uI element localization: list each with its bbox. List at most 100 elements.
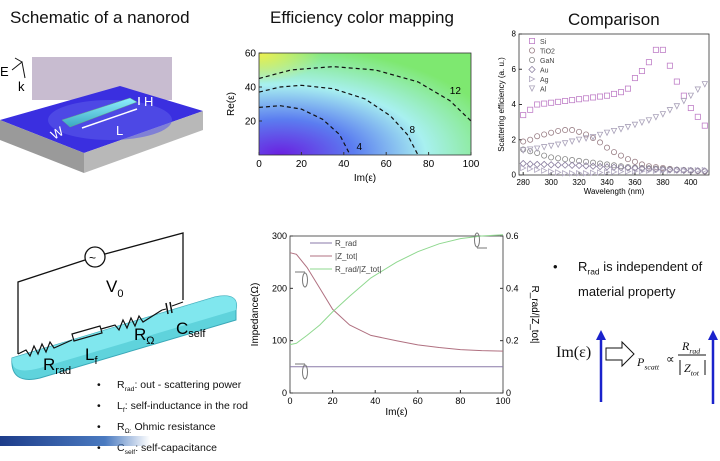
- data-point: [562, 169, 569, 177]
- data-point: [519, 147, 527, 154]
- data-point: [673, 78, 680, 85]
- x-tick-label: 380: [656, 178, 670, 187]
- series-line: [289, 234, 504, 346]
- data-point: [527, 165, 534, 173]
- data-point: [610, 127, 618, 135]
- data-point: [666, 167, 674, 174]
- heatmap-corner: [259, 53, 471, 155]
- data-point: [645, 117, 653, 124]
- x-tick-label: 80: [455, 396, 465, 406]
- data-point: [547, 161, 555, 169]
- data-point: [603, 129, 611, 137]
- label-Lf: Lf: [85, 345, 98, 367]
- legend-label: Si: [540, 39, 547, 46]
- data-point: [638, 119, 646, 126]
- mapping-title: Efficiency color mapping: [270, 8, 454, 27]
- axis-indicator-icon: [302, 272, 308, 288]
- x-tick-label: 60: [381, 159, 393, 170]
- x-tick-label: 0: [287, 396, 292, 406]
- x-tick-label: 100: [495, 396, 510, 406]
- data-point: [659, 111, 667, 118]
- x-tick-label: 40: [338, 159, 350, 170]
- data-point: [617, 126, 625, 133]
- data-point: [555, 155, 562, 162]
- data-point: [638, 167, 646, 175]
- x-tick-label: 0: [256, 159, 262, 170]
- data-point: [561, 140, 569, 147]
- y-tick-label: 100: [272, 336, 287, 346]
- data-point: [568, 161, 576, 169]
- formula-numerator: Rrad: [682, 339, 701, 356]
- x-tick-label: 80: [423, 159, 435, 170]
- data-point: [555, 127, 562, 134]
- data-point: [624, 156, 631, 163]
- legend-label: |Z_tot|: [335, 252, 357, 261]
- y-tick-label: 4: [512, 100, 517, 109]
- legend-item: Lf: self-inductance in the rod: [95, 398, 248, 419]
- legend-label: R_rad/|Z_tot|: [335, 265, 381, 274]
- data-point: [583, 95, 590, 102]
- label-Romega: RΩ: [134, 325, 155, 347]
- data-point: [617, 168, 625, 175]
- data-point: [533, 145, 541, 153]
- data-point: [529, 57, 536, 64]
- data-point: [582, 135, 590, 142]
- length-arrow: [81, 108, 138, 129]
- x-tick-label: 360: [628, 178, 642, 187]
- data-point: [527, 136, 534, 143]
- data-point: [624, 164, 632, 172]
- data-point: [680, 92, 687, 99]
- data-point: [645, 163, 652, 170]
- data-point: [701, 122, 708, 129]
- data-point: [604, 144, 611, 151]
- data-point: [540, 144, 548, 151]
- contour-line: [258, 65, 472, 122]
- data-point: [645, 59, 652, 66]
- x-tick-label: 20: [296, 159, 308, 170]
- data-point: [604, 168, 611, 176]
- x-tick-label: 280: [517, 178, 531, 187]
- nanorod-schematic: H L W E k: [0, 57, 203, 173]
- legend-item: Rrad: out - scattering power: [95, 377, 248, 398]
- data-point: [562, 97, 569, 104]
- data-point: [666, 107, 674, 114]
- data-point: [554, 141, 562, 149]
- y2-tick-label: 0: [506, 388, 511, 398]
- y-tick-label: 6: [512, 65, 517, 74]
- contour-line: [258, 105, 351, 156]
- data-point: [548, 129, 555, 136]
- circuit-legend: Rrad: out - scattering power Lf: self-in…: [95, 377, 248, 461]
- data-point: [562, 127, 569, 134]
- legend-label: Al: [540, 87, 547, 94]
- data-point: [631, 164, 639, 172]
- data-point: [638, 164, 646, 173]
- data-point: [528, 85, 536, 92]
- label-E: E: [0, 64, 9, 79]
- data-point: [652, 46, 659, 53]
- data-point: [576, 128, 583, 135]
- contour-label: 4: [357, 142, 363, 153]
- data-point: [617, 89, 624, 96]
- contour-label: 8: [410, 125, 416, 136]
- data-point: [631, 121, 639, 129]
- data-point: [554, 161, 562, 169]
- axis-indicator-icon: [474, 232, 480, 248]
- legend-label: Ag: [540, 77, 549, 84]
- data-point: [597, 169, 604, 176]
- data-point: [569, 169, 576, 177]
- data-point: [652, 167, 660, 175]
- nanorod: [61, 97, 138, 128]
- x-tick-label: 100: [463, 159, 480, 170]
- contour-line: [258, 84, 419, 156]
- data-point: [652, 114, 660, 121]
- formula-lhs: Im(ε): [556, 344, 592, 361]
- data-point: [666, 62, 673, 69]
- x-tick-label: 340: [600, 178, 614, 187]
- data-point: [604, 161, 611, 168]
- data-point: [590, 169, 597, 177]
- data-point: [548, 99, 555, 106]
- data-point: [575, 161, 583, 170]
- data-point: [603, 163, 611, 171]
- data-point: [694, 166, 702, 174]
- data-point: [659, 46, 666, 53]
